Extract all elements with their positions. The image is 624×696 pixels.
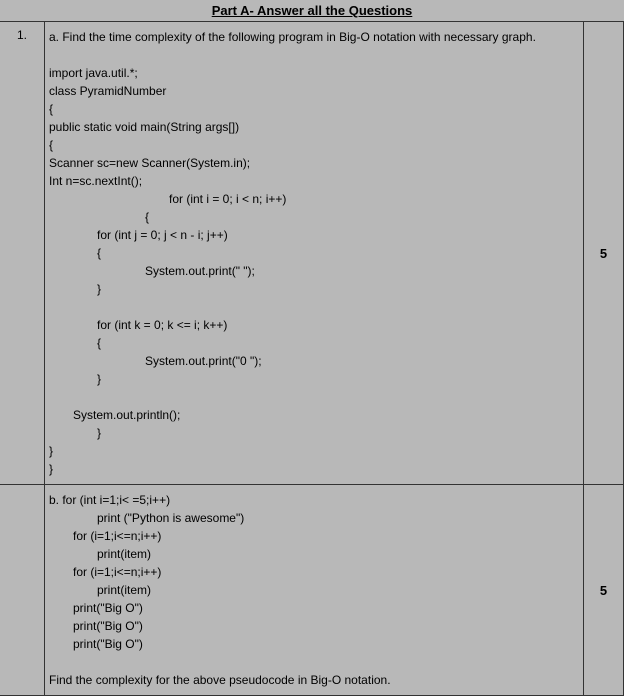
code-line bbox=[49, 653, 579, 671]
marks-cell: 5 bbox=[584, 485, 624, 695]
code-line: } bbox=[49, 424, 579, 442]
table-row: b. for (int i=1;i< =5;i++)print ("Python… bbox=[0, 485, 624, 696]
marks-cell: 5 bbox=[584, 22, 624, 484]
code-line: import java.util.*; bbox=[49, 64, 579, 82]
document-container: Part A- Answer all the Questions 1.a. Fi… bbox=[0, 0, 624, 508]
code-line: { bbox=[49, 334, 579, 352]
code-line: } bbox=[49, 280, 579, 298]
code-line: class PyramidNumber bbox=[49, 82, 579, 100]
code-line bbox=[49, 46, 579, 64]
code-line: print ("Python is awesome") bbox=[49, 509, 579, 527]
code-line: print("Big O") bbox=[49, 635, 579, 653]
code-line: for (i=1;i<=n;i++) bbox=[49, 527, 579, 545]
code-line bbox=[49, 298, 579, 316]
code-line: Scanner sc=new Scanner(System.in); bbox=[49, 154, 579, 172]
code-line: { bbox=[49, 244, 579, 262]
code-line: for (int k = 0; k <= i; k++) bbox=[49, 316, 579, 334]
code-line: print(item) bbox=[49, 581, 579, 599]
code-line: print("Big O") bbox=[49, 617, 579, 635]
questions-table: 1.a. Find the time complexity of the fol… bbox=[0, 22, 624, 696]
header-title: Part A- Answer all the Questions bbox=[212, 3, 413, 18]
code-line: { bbox=[49, 100, 579, 118]
code-line: public static void main(String args[]) bbox=[49, 118, 579, 136]
code-line bbox=[49, 388, 579, 406]
code-line: } bbox=[49, 460, 579, 478]
code-line: a. Find the time complexity of the follo… bbox=[49, 28, 579, 46]
question-number bbox=[0, 485, 45, 695]
code-line: print("Big O") bbox=[49, 599, 579, 617]
code-line: b. for (int i=1;i< =5;i++) bbox=[49, 491, 579, 509]
code-line: Find the complexity for the above pseudo… bbox=[49, 671, 579, 689]
table-row: 1.a. Find the time complexity of the fol… bbox=[0, 22, 624, 485]
code-line: for (int j = 0; j < n - i; j++) bbox=[49, 226, 579, 244]
code-line: { bbox=[49, 208, 579, 226]
code-line: Int n=sc.nextInt(); bbox=[49, 172, 579, 190]
code-line: { bbox=[49, 136, 579, 154]
code-line: for (i=1;i<=n;i++) bbox=[49, 563, 579, 581]
section-header: Part A- Answer all the Questions bbox=[0, 0, 624, 22]
code-line: for (int i = 0; i < n; i++) bbox=[49, 190, 579, 208]
code-line: } bbox=[49, 370, 579, 388]
code-line: System.out.print("0 "); bbox=[49, 352, 579, 370]
code-line: System.out.println(); bbox=[49, 406, 579, 424]
question-content: a. Find the time complexity of the follo… bbox=[45, 22, 584, 484]
question-number: 1. bbox=[0, 22, 45, 484]
code-line: System.out.print(" "); bbox=[49, 262, 579, 280]
question-content: b. for (int i=1;i< =5;i++)print ("Python… bbox=[45, 485, 584, 695]
code-line: print(item) bbox=[49, 545, 579, 563]
code-line: } bbox=[49, 442, 579, 460]
